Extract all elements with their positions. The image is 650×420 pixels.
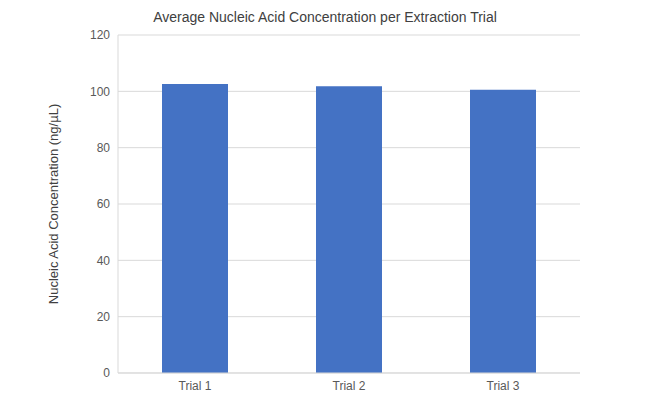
svg-text:80: 80: [97, 141, 111, 155]
svg-text:120: 120: [90, 28, 110, 42]
svg-text:20: 20: [97, 310, 111, 324]
svg-text:Trial 2: Trial 2: [333, 379, 366, 393]
svg-text:100: 100: [90, 85, 110, 99]
svg-text:60: 60: [97, 197, 111, 211]
svg-text:Trial 1: Trial 1: [179, 379, 212, 393]
svg-text:Trial 3: Trial 3: [487, 379, 520, 393]
svg-text:40: 40: [97, 254, 111, 268]
svg-text:0: 0: [103, 366, 110, 380]
html-text:Average Nucleic Acid Concentra: Average Nucleic Acid Concentration per E…: [153, 9, 497, 25]
svg-text:Nucleic Acid Concentration (ng: Nucleic Acid Concentration (ng/µL): [46, 104, 61, 304]
